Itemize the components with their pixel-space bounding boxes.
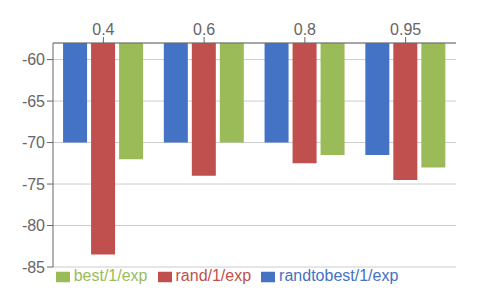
svg-text:0.8: 0.8 [294,21,316,38]
svg-text:-65: -65 [22,93,45,110]
html-text:randtobest/1/exp: randtobest/1/exp [279,267,399,284]
svg-text:-80: -80 [22,217,45,234]
svg-text:-70: -70 [22,134,45,151]
html-text:rand/1/exp: rand/1/exp [175,267,252,284]
svg-text:0.95: 0.95 [390,21,421,38]
svg-text:0.4: 0.4 [92,21,114,38]
svg-text:-85: -85 [22,259,45,276]
svg-text:-60: -60 [22,51,45,68]
svg-text:-75: -75 [22,176,45,193]
svg-text:0.6: 0.6 [193,21,215,38]
html-text:best/1/exp: best/1/exp [73,267,148,284]
